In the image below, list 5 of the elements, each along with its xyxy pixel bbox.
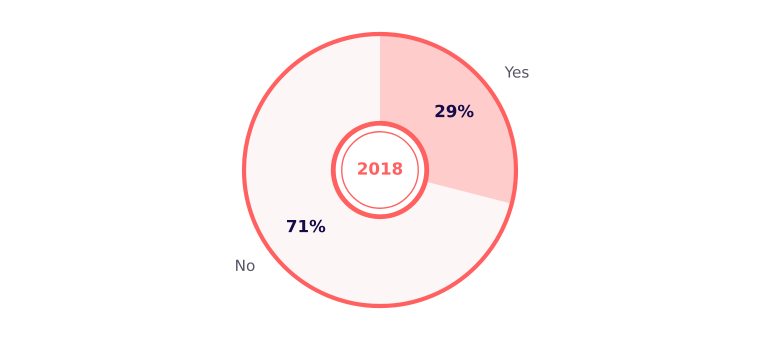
text: 2018: [358, 162, 402, 175]
data-label: 71%: [287, 220, 326, 232]
data-label: 29%: [436, 104, 474, 118]
slice-label: No: [236, 260, 255, 272]
slice-label: Yes: [504, 66, 529, 78]
